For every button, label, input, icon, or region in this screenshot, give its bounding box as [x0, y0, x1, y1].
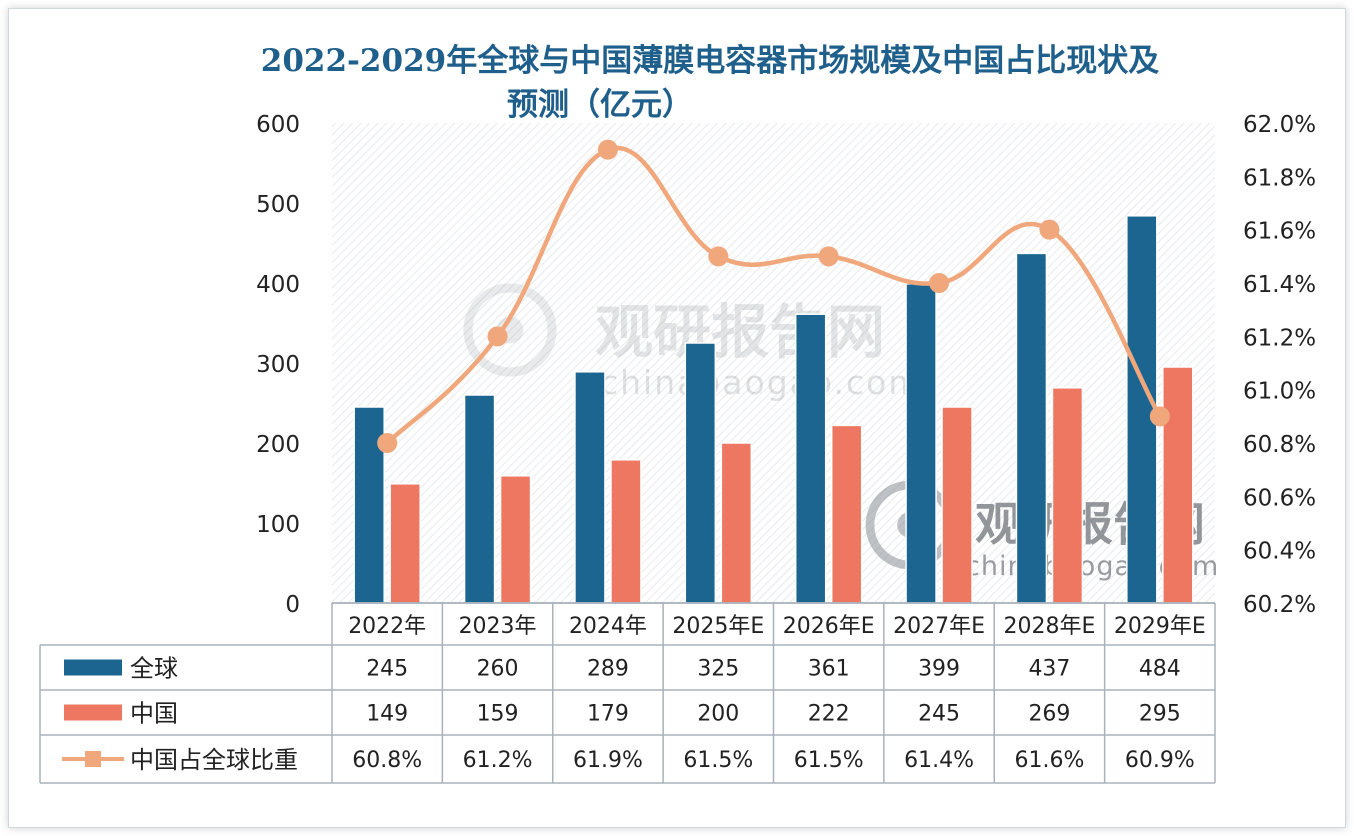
- x-category-label: 2022年: [348, 614, 426, 639]
- bar-china-7: [1162, 366, 1194, 604]
- y-left-tick-label: 500: [256, 192, 300, 218]
- legend-label-2: 中国占全球比重: [130, 746, 298, 774]
- table-value: 61.9%: [573, 748, 643, 773]
- bar-global-4: [794, 313, 827, 604]
- table-value: 325: [697, 657, 739, 682]
- table-value: 245: [918, 702, 960, 727]
- line-point-6: [1039, 219, 1060, 240]
- table-value: 200: [697, 702, 739, 727]
- bar-global-7: [1126, 215, 1158, 604]
- watermark-logo-icon-ring: [463, 283, 557, 377]
- table-value: 60.9%: [1125, 748, 1195, 773]
- x-category-label: 2023年: [459, 614, 537, 639]
- y-right-tick-label: 60.2%: [1243, 592, 1316, 618]
- bar-china-2: [610, 459, 642, 604]
- line-point-2: [597, 139, 618, 160]
- table-value: 399: [918, 657, 960, 682]
- x-category-label: 2024年: [569, 614, 647, 639]
- legend-label-0: 全球: [130, 655, 178, 683]
- y-right-tick-label: 61.6%: [1243, 219, 1316, 245]
- legend-label-1: 中国: [130, 700, 178, 728]
- table-value: 361: [808, 657, 850, 682]
- table-value: 61.5%: [794, 748, 864, 773]
- line-point-3: [708, 246, 729, 267]
- watermark-url: chinabaogao.com: [600, 363, 922, 402]
- table-value: 149: [366, 702, 408, 727]
- table-value: 60.8%: [352, 748, 422, 773]
- y-right-tick-label: 61.2%: [1243, 325, 1316, 351]
- bar-china-4: [830, 424, 863, 604]
- table-value: 295: [1139, 702, 1181, 727]
- x-category-label: 2027年E: [893, 614, 985, 639]
- table-value: 484: [1139, 657, 1181, 682]
- table-value: 61.5%: [683, 748, 753, 773]
- bar-china-1: [499, 475, 532, 604]
- table-value: 179: [587, 702, 629, 727]
- y-left-tick-label: 600: [256, 112, 300, 138]
- bar-china-6: [1051, 387, 1084, 604]
- legend-swatch-1: [64, 704, 122, 721]
- table-value: 61.6%: [1014, 748, 1084, 773]
- y-right-tick-label: 60.6%: [1243, 485, 1316, 511]
- table-value: 289: [587, 657, 629, 682]
- x-category-label: 2026年E: [783, 614, 875, 639]
- line-point-0: [377, 433, 398, 453]
- line-point-7: [1149, 406, 1170, 427]
- y-right-tick-label: 60.4%: [1243, 539, 1316, 565]
- y-left-tick-label: 200: [256, 432, 300, 458]
- line-point-5: [929, 273, 950, 293]
- bar-global-6: [1015, 252, 1048, 604]
- bar-china-5: [941, 406, 973, 604]
- y-left-tick-label: 300: [256, 352, 300, 378]
- y-right-tick-label: 61.8%: [1243, 165, 1316, 191]
- table-value: 222: [808, 702, 850, 727]
- y-left-tick-label: 0: [285, 592, 300, 618]
- line-point-1: [487, 326, 508, 347]
- y-right-tick-label: 61.0%: [1243, 379, 1316, 405]
- legend-swatch-0: [64, 659, 122, 676]
- chart-title-line-2: 预测（亿元）: [507, 87, 693, 123]
- y-right-tick-label: 60.8%: [1243, 432, 1316, 458]
- y-right-tick-label: 61.4%: [1243, 272, 1316, 298]
- table-value: 245: [366, 657, 408, 682]
- bar-china-0: [389, 483, 421, 604]
- watermark-brand: 观研报告网: [595, 298, 885, 366]
- chart-title-line-1: 2022-2029年全球与中国薄膜电容器市场规模及中国占比现状及: [260, 43, 1160, 79]
- legend-marker-2: [85, 751, 101, 767]
- bar-global-2: [574, 371, 606, 604]
- bar-global-1: [463, 394, 496, 604]
- table-value: 159: [477, 702, 519, 727]
- bar-global-3: [684, 342, 717, 604]
- y-left-tick-label: 100: [256, 512, 300, 538]
- line-point-4: [818, 246, 839, 267]
- table-value: 269: [1028, 702, 1070, 727]
- table-value: 260: [477, 657, 519, 682]
- x-category-label: 2028年E: [1003, 614, 1095, 639]
- bar-global-5: [905, 283, 937, 604]
- x-category-label: 2025年E: [672, 614, 764, 639]
- x-category-label: 2029年E: [1114, 614, 1206, 639]
- y-left-tick-label: 400: [256, 272, 300, 298]
- table-value: 61.4%: [904, 748, 974, 773]
- table-value: 61.2%: [463, 748, 533, 773]
- table-value: 437: [1028, 657, 1070, 682]
- y-right-tick-label: 62.0%: [1243, 112, 1316, 138]
- bar-china-3: [720, 442, 753, 604]
